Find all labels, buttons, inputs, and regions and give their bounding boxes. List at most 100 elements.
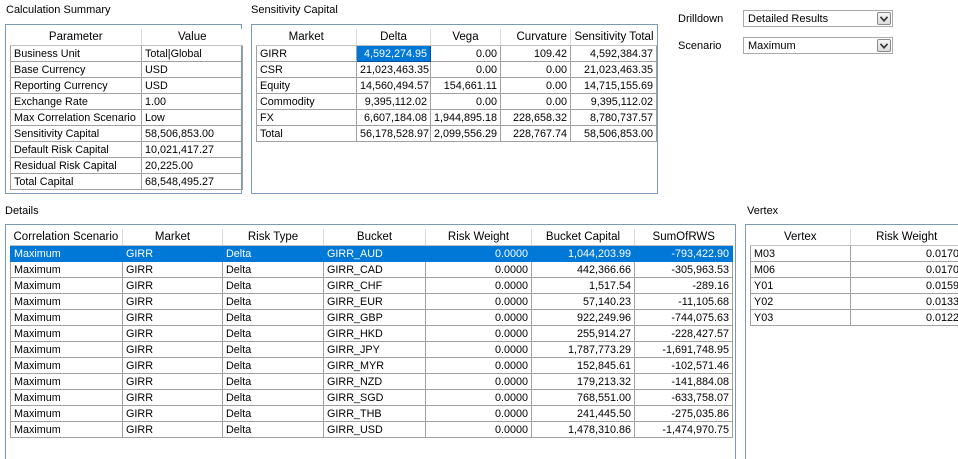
scenario-dropdown-button[interactable] [877, 39, 891, 52]
table-cell[interactable]: Maximum [10, 389, 123, 406]
table-cell[interactable]: Delta [222, 421, 324, 438]
table-cell[interactable]: 4,592,384.37 [570, 45, 657, 62]
table-row[interactable]: Commodity 9,395,112.02 0.00 0.00 9,395,112.0… [256, 93, 657, 110]
drilldown-dropdown[interactable]: Detailed Results [743, 10, 893, 27]
table-cell[interactable]: 228,767.74 [500, 125, 571, 142]
table-cell[interactable]: 0.0000 [425, 293, 532, 310]
table-cell[interactable]: Total Capital [10, 173, 142, 190]
table-cell[interactable]: 8,780,737.57 [570, 109, 657, 126]
table-cell[interactable]: 56,178,528.97 [356, 125, 431, 142]
table-cell[interactable]: GIRR [122, 357, 223, 374]
table-cell[interactable]: 2,099,556.29 [430, 125, 501, 142]
table-cell[interactable]: Residual Risk Capital [10, 157, 142, 174]
table-cell[interactable]: GIRR_CAD [323, 261, 426, 278]
table-cell[interactable]: Delta [222, 245, 324, 262]
table-cell[interactable]: Delta [222, 277, 324, 294]
table-row[interactable]: Max Correlation Scenario Low [10, 109, 243, 126]
table-cell[interactable]: 0.0133 [850, 293, 958, 310]
table-cell[interactable]: Maximum [10, 421, 123, 438]
table-row[interactable]: Exchange Rate 1.00 [10, 93, 243, 110]
table-cell[interactable]: GIRR_CHF [323, 277, 426, 294]
table-cell[interactable]: 1.00 [141, 93, 243, 110]
table-cell[interactable]: Delta [222, 309, 324, 326]
details-grid[interactable]: Correlation Scenario Market Risk Type Bu… [5, 224, 736, 459]
table-cell[interactable]: Exchange Rate [10, 93, 142, 110]
table-cell[interactable]: USD [141, 77, 243, 94]
table-cell[interactable]: 9,395,112.02 [356, 93, 431, 110]
table-cell[interactable]: Maximum [10, 357, 123, 374]
table-cell[interactable]: 0.00 [500, 77, 571, 94]
table-row[interactable]: GIRR 4,592,274.95 0.00 109.42 4,592,384.37 [256, 45, 657, 62]
column-header-bucket-capital[interactable]: Bucket Capital [531, 229, 635, 246]
table-cell[interactable]: 922,249.96 [531, 309, 635, 326]
table-cell[interactable]: -305,963.53 [634, 261, 733, 278]
table-row[interactable]: FX 6,607,184.08 1,944,895.18 228,658.32 8,78… [256, 109, 657, 126]
table-cell[interactable]: Maximum [10, 405, 123, 422]
table-cell[interactable]: 0.00 [500, 61, 571, 78]
table-cell[interactable]: 14,715,155.69 [570, 77, 657, 94]
table-cell[interactable]: Delta [222, 373, 324, 390]
table-cell[interactable]: Maximum [10, 277, 123, 294]
table-cell[interactable]: 21,023,463.35 [570, 61, 657, 78]
drilldown-dropdown-button[interactable] [877, 12, 891, 25]
table-cell[interactable]: GIRR_AUD [323, 245, 426, 262]
table-row[interactable]: Sensitivity Capital 58,506,853.00 [10, 125, 243, 142]
table-cell[interactable]: GIRR_MYR [323, 357, 426, 374]
table-cell[interactable]: GIRR [122, 277, 223, 294]
column-header-sensitivity-total[interactable]: Sensitivity Total [570, 29, 657, 46]
table-cell[interactable]: Maximum [10, 373, 123, 390]
table-cell[interactable]: 179,213.32 [531, 373, 635, 390]
table-cell[interactable]: 0.00 [430, 93, 501, 110]
column-header-risk-weight[interactable]: Risk Weight [850, 229, 958, 246]
table-cell[interactable]: GIRR [256, 45, 357, 62]
table-cell[interactable]: Maximum [10, 309, 123, 326]
column-header-vega[interactable]: Vega [430, 29, 501, 46]
table-cell[interactable]: 14,560,494.57 [356, 77, 431, 94]
column-header-market[interactable]: Market [122, 229, 223, 246]
table-cell[interactable]: CSR [256, 61, 357, 78]
table-row[interactable]: Maximum GIRR Delta GIRR_HKD 0.0000 255,914.27… [10, 325, 733, 342]
table-cell[interactable]: 0.0000 [425, 405, 532, 422]
table-cell[interactable]: GIRR_HKD [323, 325, 426, 342]
table-cell[interactable]: GIRR [122, 341, 223, 358]
table-cell[interactable]: Y03 [750, 309, 851, 326]
table-row[interactable]: CSR 21,023,463.35 0.00 0.00 21,023,463.35 [256, 61, 657, 78]
table-cell[interactable]: 10,021,417.27 [141, 141, 243, 158]
table-row[interactable]: Residual Risk Capital 20,225.00 [10, 157, 243, 174]
table-cell[interactable]: 1,478,310.86 [531, 421, 635, 438]
column-header-delta[interactable]: Delta [356, 29, 431, 46]
table-cell[interactable]: -228,427.57 [634, 325, 733, 342]
table-row[interactable]: Maximum GIRR Delta GIRR_JPY 0.0000 1,787,773.… [10, 341, 733, 358]
table-cell[interactable]: Reporting Currency [10, 77, 142, 94]
table-cell[interactable]: GIRR [122, 389, 223, 406]
table-cell[interactable]: -102,571.46 [634, 357, 733, 374]
table-cell[interactable]: 768,551.00 [531, 389, 635, 406]
table-cell[interactable]: Delta [222, 341, 324, 358]
table-cell[interactable]: 57,140.23 [531, 293, 635, 310]
table-cell[interactable]: 68,548,495.27 [141, 173, 243, 190]
table-row[interactable]: Maximum GIRR Delta GIRR_CAD 0.0000 442,366.66… [10, 261, 733, 278]
table-cell[interactable]: 1,787,773.29 [531, 341, 635, 358]
table-cell[interactable]: Base Currency [10, 61, 142, 78]
table-cell[interactable]: FX [256, 109, 357, 126]
table-cell[interactable]: 58,506,853.00 [570, 125, 657, 142]
table-cell[interactable]: Maximum [10, 261, 123, 278]
table-cell[interactable]: 0.0000 [425, 341, 532, 358]
table-cell[interactable]: Y02 [750, 293, 851, 310]
table-cell[interactable]: Delta [222, 293, 324, 310]
column-header-risk-type[interactable]: Risk Type [222, 229, 324, 246]
table-cell[interactable]: Delta [222, 357, 324, 374]
table-cell[interactable]: 109.42 [500, 45, 571, 62]
table-cell[interactable]: GIRR_GBP [323, 309, 426, 326]
table-cell[interactable]: -1,474,970.75 [634, 421, 733, 438]
table-cell[interactable]: 0.0000 [425, 277, 532, 294]
table-cell[interactable]: Y01 [750, 277, 851, 294]
table-cell[interactable]: 9,395,112.02 [570, 93, 657, 110]
column-header-market[interactable]: Market [256, 29, 357, 46]
table-cell[interactable]: GIRR_USD [323, 421, 426, 438]
table-cell[interactable]: 1,944,895.18 [430, 109, 501, 126]
table-cell[interactable]: 1,044,203.99 [531, 245, 635, 262]
table-cell[interactable]: Delta [222, 405, 324, 422]
table-row[interactable]: Maximum GIRR Delta GIRR_GBP 0.0000 922,249.96… [10, 309, 733, 326]
scenario-dropdown[interactable]: Maximum [743, 37, 893, 54]
